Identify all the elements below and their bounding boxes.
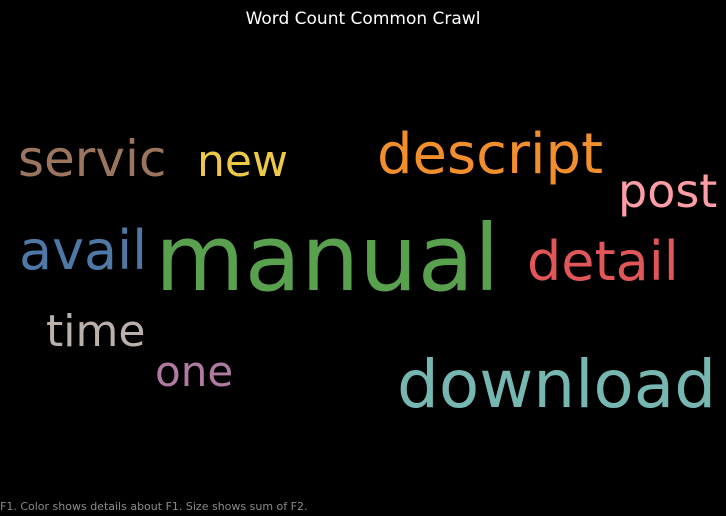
word-servic: servic — [18, 130, 167, 188]
word-download: download — [397, 346, 717, 423]
chart-caption: F1. Color shows details about F1. Size s… — [0, 500, 308, 513]
word-descript: descript — [377, 122, 604, 187]
word-time: time — [46, 306, 146, 357]
word-avail: avail — [19, 219, 148, 282]
word-new: new — [197, 136, 288, 187]
word-post: post — [618, 164, 718, 218]
word-detail: detail — [527, 230, 679, 293]
word-one: one — [155, 347, 234, 396]
chart-title: Word Count Common Crawl — [245, 9, 481, 29]
word-manual: manual — [155, 205, 500, 312]
